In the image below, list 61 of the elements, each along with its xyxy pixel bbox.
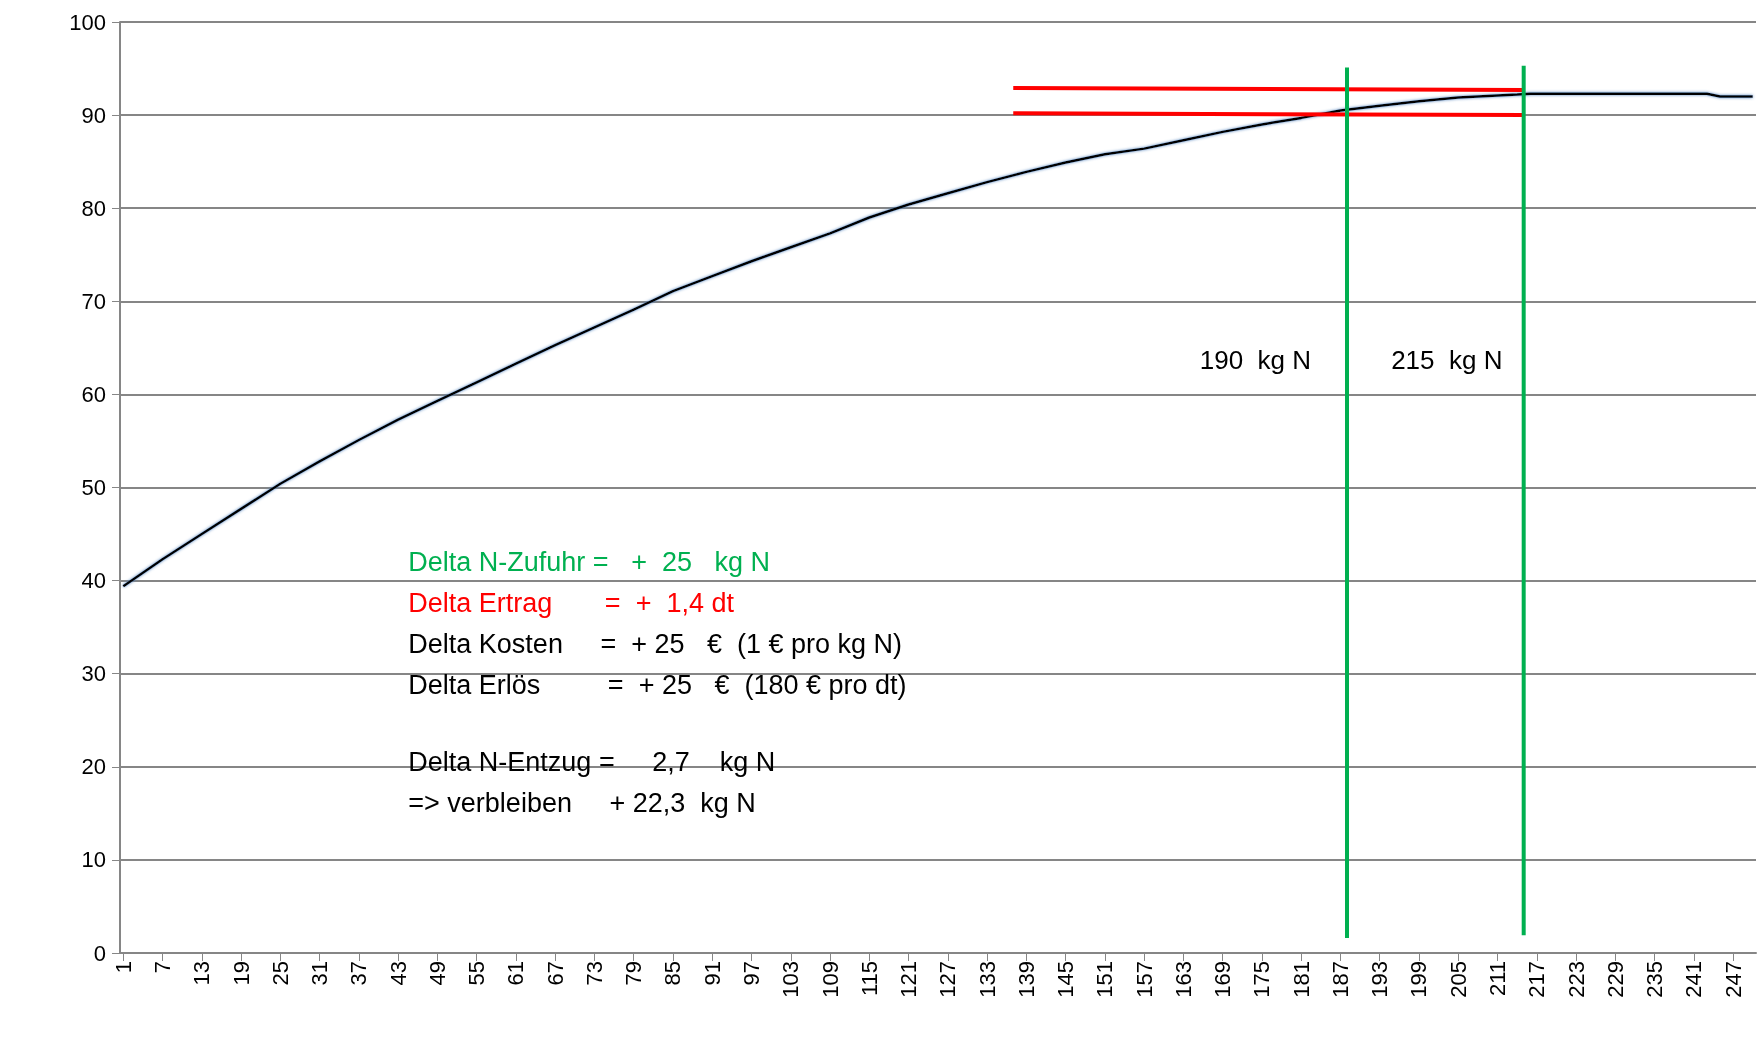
x-tick-label: 139	[1013, 961, 1039, 998]
x-tick-label: 121	[896, 961, 922, 998]
x-tick-label: 7	[150, 961, 176, 974]
x-tick-label: 1	[110, 961, 136, 974]
x-tick-label: 199	[1406, 961, 1432, 998]
x-tick-label: 61	[503, 961, 529, 986]
x-tick-label: 79	[621, 961, 647, 986]
x-tick-label: 73	[581, 961, 607, 986]
x-tick-label: 229	[1602, 961, 1628, 998]
y-tick-label: 70	[81, 288, 106, 314]
x-tick-label: 187	[1327, 961, 1353, 998]
y-tick-label: 80	[81, 195, 106, 221]
y-tick-label: 40	[81, 568, 106, 594]
x-tick-label: 91	[699, 961, 725, 986]
y-tick-label: 10	[81, 847, 106, 873]
x-tick-label: 109	[817, 961, 843, 998]
x-tick-label: 37	[346, 961, 372, 986]
x-tick-label: 193	[1367, 961, 1393, 998]
x-tick-label: 211	[1485, 961, 1511, 997]
y-tick-label: 50	[81, 475, 106, 500]
x-tick-label: 223	[1563, 961, 1589, 998]
y-tick-label: 30	[81, 661, 106, 687]
y-tick-label: 100	[69, 9, 106, 35]
x-tick-label: 175	[1249, 961, 1275, 998]
x-tick-label: 241	[1681, 961, 1707, 998]
annotation: Delta Ertrag = + 1,4 dt	[408, 587, 735, 618]
x-tick-label: 133	[974, 961, 1000, 998]
y-tick-label: 20	[81, 754, 106, 780]
x-tick-label: 55	[464, 961, 490, 986]
annotation: Delta Kosten = + 25 € (1 € pro kg N)	[408, 628, 903, 659]
x-tick-label: 115	[856, 961, 882, 997]
annotation: Delta N-Entzug = 2,7 kg N	[408, 747, 776, 778]
x-tick-label: 127	[935, 961, 961, 998]
x-tick-label: 205	[1445, 961, 1471, 998]
x-tick-label: 157	[1131, 961, 1157, 998]
annotation: => verbleiben + 22,3 kg N	[408, 788, 756, 819]
annotation: Delta N-Zufuhr = + 25 kg N	[408, 546, 770, 577]
x-tick-label: 151	[1092, 961, 1118, 998]
x-tick-label: 145	[1053, 961, 1079, 998]
x-tick-label: 13	[189, 961, 215, 986]
x-tick-label: 247	[1720, 961, 1746, 998]
x-tick-label: 97	[739, 961, 764, 986]
x-tick-label: 19	[228, 961, 254, 986]
y-tick-label: 90	[81, 102, 106, 128]
x-tick-label: 217	[1524, 961, 1550, 998]
x-tick-label: 85	[660, 961, 686, 986]
x-tick-label: 67	[542, 961, 568, 986]
x-tick-label: 43	[385, 961, 411, 986]
y-tick-label: 0	[93, 940, 106, 966]
x-tick-label: 49	[424, 961, 450, 986]
x-tick-label: 25	[267, 961, 293, 986]
x-tick-label: 31	[307, 961, 333, 986]
x-tick-label: 163	[1170, 961, 1196, 998]
x-tick-label: 235	[1642, 961, 1668, 998]
annotation: 190 kg N	[1199, 345, 1312, 375]
annotation: Delta Erlös = + 25 € (180 € pro dt)	[408, 669, 907, 700]
x-tick-label: 169	[1210, 961, 1236, 998]
annotation: 215 kg N	[1391, 345, 1503, 375]
x-tick-label: 181	[1288, 961, 1314, 998]
x-tick-label: 103	[778, 961, 804, 998]
y-tick-label: 60	[81, 381, 106, 407]
